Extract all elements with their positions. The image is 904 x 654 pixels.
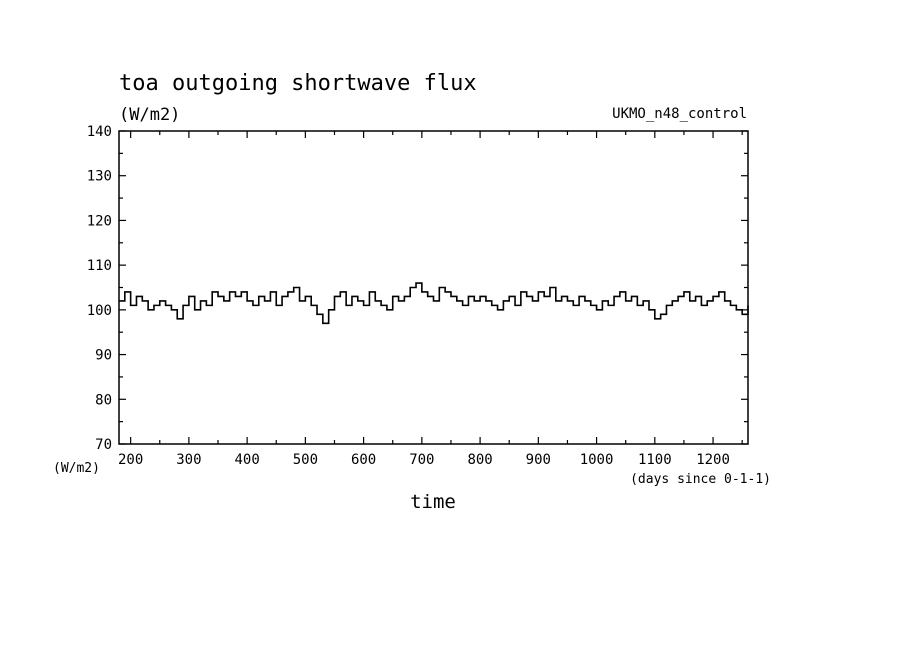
x-tick-label: 1000 bbox=[580, 452, 614, 468]
axis-ticks bbox=[119, 130, 748, 445]
y-tick-label: 130 bbox=[87, 169, 112, 185]
x-tick-label: 800 bbox=[467, 452, 492, 468]
x-tick-label: 200 bbox=[118, 452, 143, 468]
dataset-label: UKMO_n48_control bbox=[612, 106, 747, 122]
y-tick-label: 100 bbox=[87, 303, 112, 319]
plot-frame bbox=[118, 130, 749, 445]
x-tick-label: 300 bbox=[176, 452, 201, 468]
x-tick-label: 500 bbox=[293, 452, 318, 468]
x-tick-label: 1200 bbox=[696, 452, 730, 468]
x-tick-label: 700 bbox=[409, 452, 434, 468]
y-tick-label: 120 bbox=[87, 213, 112, 229]
y-tick-label: 80 bbox=[95, 392, 112, 408]
chart-title: toa outgoing shortwave flux bbox=[119, 71, 477, 96]
series-line bbox=[119, 282, 749, 325]
x-tick-label: 400 bbox=[234, 452, 259, 468]
y-tick-label: 90 bbox=[95, 348, 112, 364]
x-tick-labels: 200 300 400 500 600 700 800 900 1000 1100 1200 bbox=[118, 452, 730, 468]
x-tick-label: 1100 bbox=[638, 452, 672, 468]
x-units: (days since 0-1-1) bbox=[630, 472, 771, 487]
y-tick-label: 140 bbox=[87, 124, 112, 140]
chart-units: (W/m2) bbox=[119, 105, 180, 125]
y-tick-label: 70 bbox=[95, 437, 112, 453]
x-tick-label: 600 bbox=[351, 452, 376, 468]
y-tick-label: 110 bbox=[87, 258, 112, 274]
x-axis-label: time bbox=[410, 491, 456, 513]
y-units-corner: (W/m2) bbox=[53, 461, 100, 476]
y-tick-labels: 70 80 90 100 110 120 130 140 bbox=[87, 124, 112, 453]
x-tick-label: 900 bbox=[526, 452, 551, 468]
